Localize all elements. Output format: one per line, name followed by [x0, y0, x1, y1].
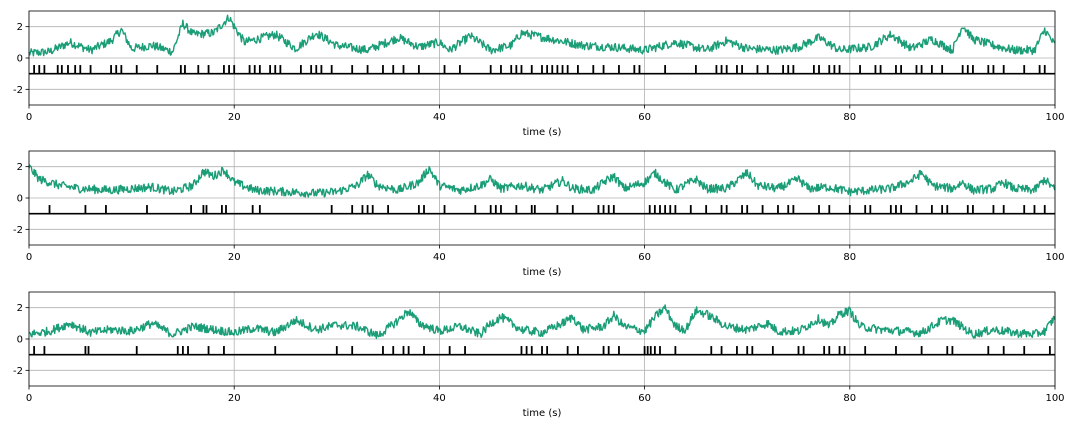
panel-1-y-ticks: -2 0 2 — [13, 22, 29, 96]
panel-3: 0 20 40 60 80 100 -2 0 2 time (s) — [13, 291, 1065, 419]
panel-2-trace-line — [28, 164, 1056, 198]
panel-2-spike-train — [29, 205, 1055, 215]
x-tick-label: 0 — [26, 112, 32, 123]
x-tick-label: 80 — [843, 252, 856, 263]
y-tick-label: 0 — [17, 54, 23, 65]
x-tick-label: 20 — [228, 112, 241, 123]
panel-1: 0 20 40 60 80 100 -2 0 2 time (s) — [13, 10, 1065, 138]
x-tick-label: 60 — [638, 393, 651, 404]
panel-1-x-ticks: 0 20 40 60 80 100 — [26, 105, 1065, 123]
panel-3-x-ticks: 0 20 40 60 80 100 — [26, 386, 1065, 404]
x-tick-label: 100 — [1045, 252, 1064, 263]
x-tick-label: 60 — [638, 252, 651, 263]
y-tick-label: -2 — [13, 225, 23, 236]
panel-3-trace-line — [28, 304, 1056, 340]
x-tick-label: 0 — [26, 393, 32, 404]
panel-3-spike-train — [29, 346, 1055, 356]
y-tick-label: 2 — [17, 303, 23, 314]
panel-2-x-ticks: 0 20 40 60 80 100 — [26, 245, 1065, 263]
panel-1-trace-line — [28, 14, 1056, 57]
x-tick-label: 40 — [433, 112, 446, 123]
x-tick-label: 80 — [843, 112, 856, 123]
y-tick-label: 0 — [17, 335, 23, 346]
panel-2-x-axis-label: time (s) — [523, 267, 562, 278]
panel-3-y-ticks: -2 0 2 — [13, 303, 29, 377]
y-tick-label: -2 — [13, 85, 23, 96]
x-tick-label: 100 — [1045, 393, 1064, 404]
panel-1-spike-train — [29, 65, 1055, 75]
x-tick-label: 40 — [433, 252, 446, 263]
panel-3-grid — [28, 292, 1056, 386]
x-tick-label: 20 — [228, 393, 241, 404]
panel-3-x-axis-label: time (s) — [523, 408, 562, 419]
panel-1-x-axis-label: time (s) — [523, 127, 562, 138]
y-tick-label: 0 — [17, 194, 23, 205]
y-tick-label: 2 — [17, 162, 23, 173]
x-tick-label: 100 — [1045, 112, 1064, 123]
x-tick-label: 20 — [228, 252, 241, 263]
y-tick-label: -2 — [13, 366, 23, 377]
panel-2-grid — [28, 151, 1056, 245]
y-tick-label: 2 — [17, 22, 23, 33]
panel-2-y-ticks: -2 0 2 — [13, 162, 29, 236]
x-tick-label: 0 — [26, 252, 32, 263]
x-tick-label: 40 — [433, 393, 446, 404]
x-tick-label: 60 — [638, 112, 651, 123]
panel-2: 0 20 40 60 80 100 -2 0 2 time (s) — [13, 150, 1065, 278]
x-tick-label: 80 — [843, 393, 856, 404]
